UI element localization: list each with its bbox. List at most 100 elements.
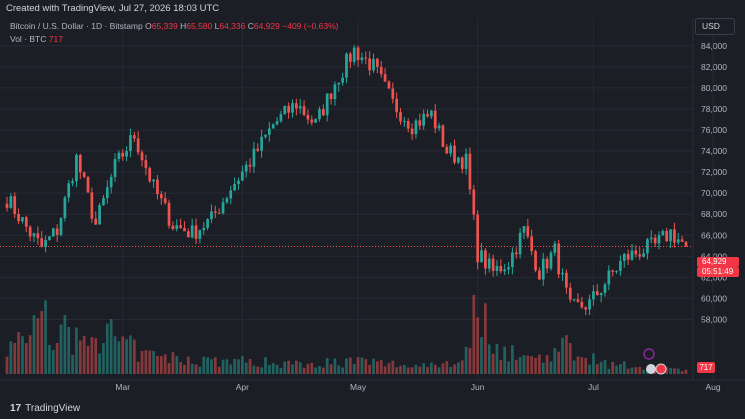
candle-body <box>507 267 510 270</box>
volume-bar <box>152 350 155 374</box>
volume-bar <box>229 364 233 374</box>
candle-body <box>345 53 348 78</box>
candle-body <box>206 219 209 228</box>
candle-body <box>453 145 456 163</box>
candle-body <box>649 237 653 240</box>
volume-bar <box>337 365 341 374</box>
candle-body <box>484 250 487 269</box>
volume-bar <box>256 366 260 374</box>
volume-bar <box>615 365 618 374</box>
candle-body <box>156 179 159 195</box>
candle-body <box>82 172 86 177</box>
volume-bar <box>294 360 298 374</box>
volume-bar <box>383 366 387 374</box>
candle-body <box>684 241 688 247</box>
volume-bar <box>225 359 229 374</box>
candle-body <box>190 225 194 238</box>
volume-bar <box>71 354 74 374</box>
volume-bar <box>418 366 422 374</box>
legend-low-value: 64,336 <box>219 21 246 31</box>
candle-body <box>584 307 588 310</box>
volume-bar <box>183 364 186 374</box>
candle-body <box>657 235 661 244</box>
volume-bar <box>426 367 429 374</box>
candle-body <box>24 217 28 227</box>
volume-bar <box>568 343 572 374</box>
volume-bar <box>607 368 611 374</box>
candle-body <box>526 226 530 237</box>
candle-body <box>530 236 534 252</box>
volume-bar <box>240 356 244 374</box>
volume-bar <box>314 367 317 374</box>
candle-body <box>32 233 36 237</box>
candle-body <box>615 270 618 272</box>
candle-body <box>298 106 302 109</box>
candle-body <box>364 57 368 59</box>
volume-bar <box>333 358 337 374</box>
volume-bar <box>271 362 275 374</box>
volume-bar <box>233 358 236 374</box>
candle-body <box>360 57 364 61</box>
candlestick-chart[interactable]: 58,000 60,000 62,000 64,000 66,000 68,000 70,0… <box>0 18 745 398</box>
chart-background <box>0 18 745 398</box>
candle-body <box>28 226 32 237</box>
candle-body <box>221 202 225 214</box>
legend-low-label: L <box>214 21 220 31</box>
volume-bar <box>603 359 607 374</box>
candle-body <box>136 138 140 153</box>
candle-body <box>580 301 584 308</box>
volume-bar <box>190 363 194 374</box>
candle-body <box>105 187 109 199</box>
candle-body <box>468 153 472 190</box>
candle-body <box>642 253 645 257</box>
candle-body <box>140 152 144 161</box>
candle-body <box>287 105 290 113</box>
candle-body <box>391 88 395 99</box>
volume-bar <box>545 355 549 374</box>
chart-area[interactable]: 58,000 60,000 62,000 64,000 66,000 68,000 70,0… <box>0 18 745 398</box>
candle-body <box>117 152 121 160</box>
volume-bar <box>98 353 101 374</box>
candle-body <box>256 148 260 151</box>
candle-body <box>368 58 371 71</box>
volume-bar <box>576 356 580 374</box>
candle-body <box>599 292 603 296</box>
volume-bar <box>360 357 364 374</box>
candle-body <box>90 192 94 219</box>
candle-body <box>51 228 55 237</box>
volume-bar <box>82 335 86 374</box>
candle-body <box>86 176 90 193</box>
y-tick-label: 58,000 <box>701 314 727 324</box>
legend-change: −409 (−0.63%) <box>282 21 339 31</box>
candle-body <box>352 47 356 62</box>
currency-button[interactable]: USD <box>695 18 735 35</box>
volume-bar <box>399 365 402 374</box>
y-tick-label: 70,000 <box>701 188 727 198</box>
volume-bar <box>9 341 13 374</box>
candle-body <box>661 231 665 236</box>
volume-bar <box>318 366 321 374</box>
volume-bar <box>468 347 472 374</box>
candle-body <box>314 119 317 123</box>
candle-body <box>518 232 522 255</box>
volume-bar <box>78 340 82 374</box>
volume-bar <box>495 343 499 374</box>
candle-body <box>457 157 460 163</box>
volume-bar <box>449 367 453 374</box>
candle-body <box>480 250 483 263</box>
candle-body <box>499 266 503 272</box>
candle-body <box>306 114 310 120</box>
candle-body <box>669 229 672 242</box>
candle-body <box>341 77 344 83</box>
volume-bar <box>136 361 140 374</box>
volume-bar <box>522 355 526 374</box>
candle-body <box>55 228 59 235</box>
volume-bar <box>86 346 90 374</box>
volume-bar <box>611 361 615 374</box>
volume-bar <box>445 361 449 374</box>
candle-body <box>148 168 152 182</box>
volume-bar <box>619 363 622 374</box>
candle-body <box>202 227 206 231</box>
candle-body <box>260 136 263 151</box>
candle-body <box>271 124 275 129</box>
